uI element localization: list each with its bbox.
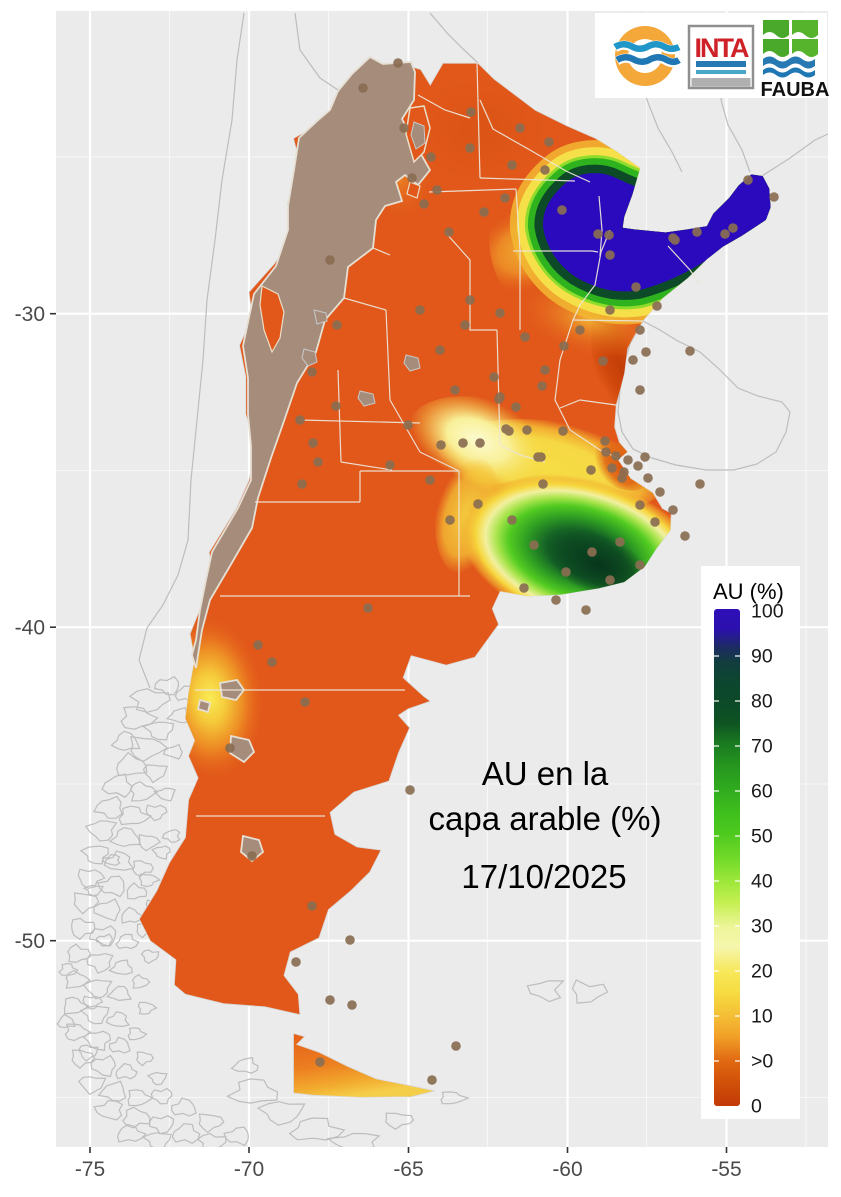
svg-text:10: 10 [751, 1006, 773, 1028]
svg-text:-70: -70 [234, 1158, 264, 1181]
svg-text:>0: >0 [751, 1051, 773, 1073]
svg-text:80: 80 [751, 691, 773, 713]
svg-text:-65: -65 [393, 1158, 423, 1181]
svg-text:70: 70 [751, 736, 773, 758]
svg-text:-50: -50 [15, 930, 45, 953]
svg-text:-60: -60 [552, 1158, 582, 1181]
svg-text:90: 90 [751, 646, 773, 668]
svg-text:capa arable (%): capa arable (%) [429, 800, 662, 837]
svg-text:INTA: INTA [695, 33, 749, 63]
svg-text:40: 40 [751, 871, 773, 893]
svg-text:-30: -30 [15, 303, 45, 326]
svg-text:17/10/2025: 17/10/2025 [461, 858, 626, 895]
svg-text:0: 0 [751, 1096, 762, 1118]
svg-text:30: 30 [751, 916, 773, 938]
svg-text:-75: -75 [75, 1158, 105, 1181]
svg-text:20: 20 [751, 961, 773, 983]
svg-text:100: 100 [751, 601, 784, 623]
svg-text:50: 50 [751, 826, 773, 848]
svg-text:60: 60 [751, 781, 773, 803]
svg-text:FAUBA: FAUBA [761, 79, 830, 101]
svg-text:-55: -55 [711, 1158, 741, 1181]
svg-text:AU en la: AU en la [482, 755, 609, 792]
svg-text:-40: -40 [15, 617, 45, 640]
svg-text:AU (%): AU (%) [713, 579, 784, 604]
